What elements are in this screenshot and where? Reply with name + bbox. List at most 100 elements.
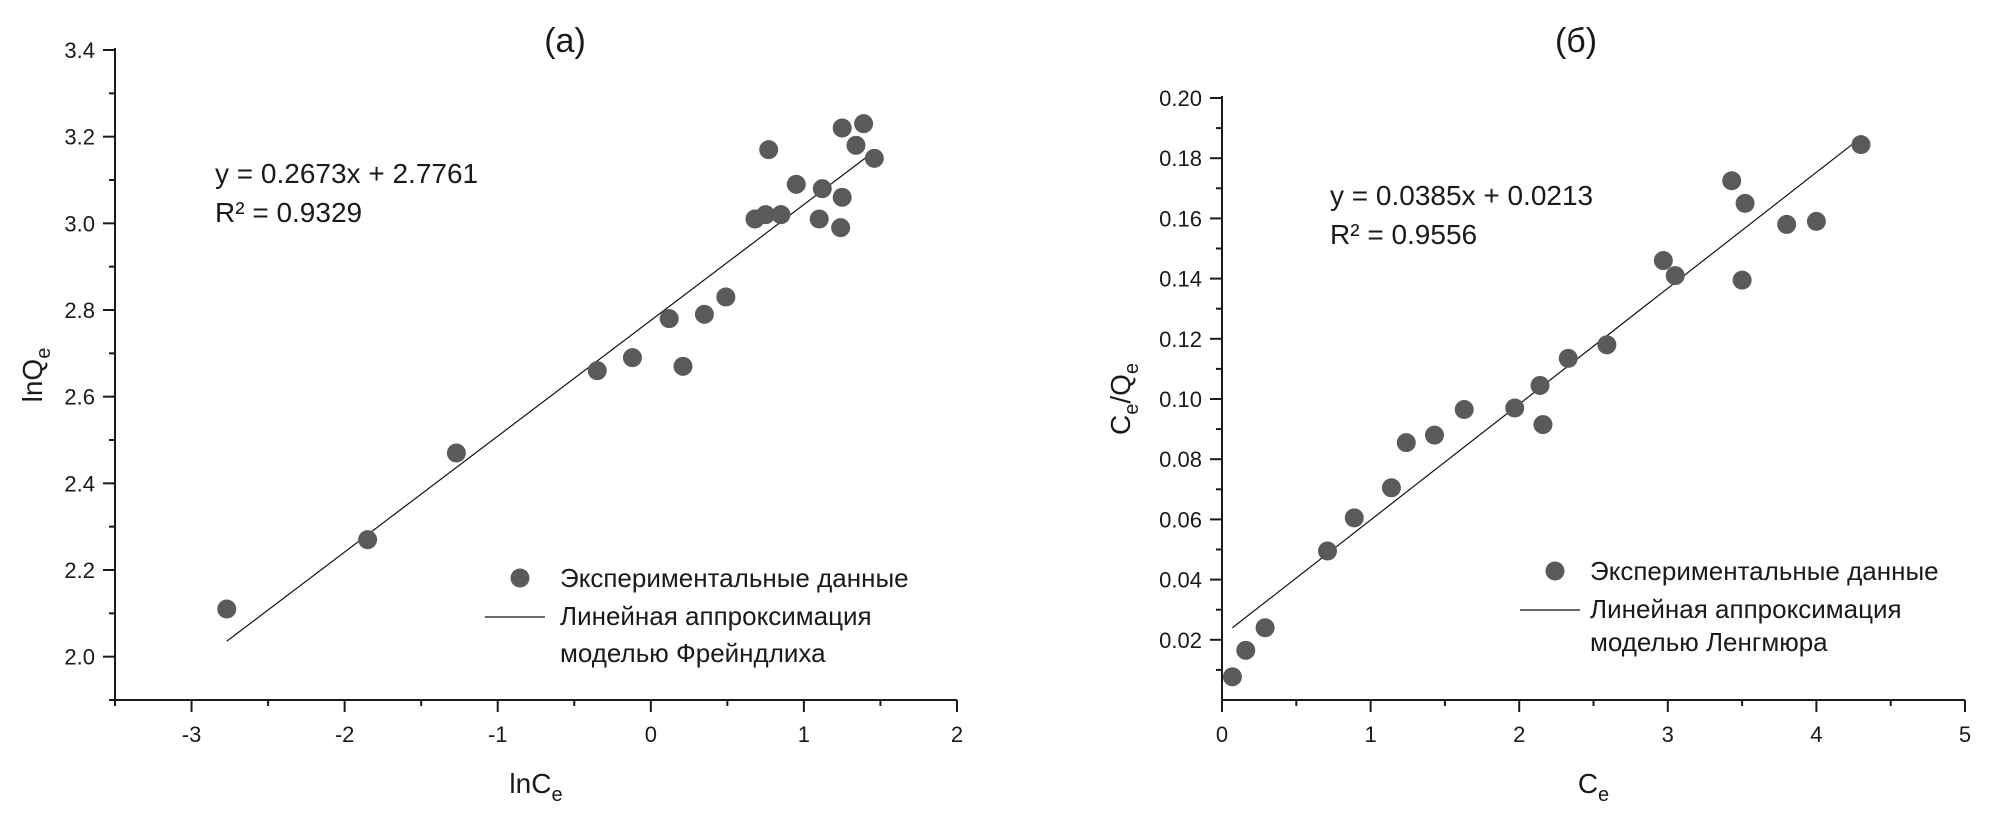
x-axis-title: lnCe (509, 768, 562, 806)
x-tick-label: 0 (1216, 722, 1228, 747)
y-tick-label: 0.06 (1159, 507, 1202, 532)
data-point (1558, 348, 1578, 368)
data-point (1396, 433, 1416, 453)
data-point (446, 443, 466, 463)
data-point (1318, 541, 1338, 561)
x-axis-title: Ce (1578, 768, 1609, 806)
x-tick-label: 3 (1662, 722, 1674, 747)
x-tick-label: 1 (1364, 722, 1376, 747)
y-tick-label: 3.0 (64, 211, 95, 236)
x-tick-label: 0 (645, 722, 657, 747)
x-axis-title-sub: e (1598, 784, 1609, 806)
data-point (854, 114, 874, 134)
data-point (832, 118, 852, 138)
y-tick-label: 0.10 (1159, 387, 1202, 412)
data-point (1722, 171, 1742, 191)
data-point (716, 287, 736, 307)
y-tick-label: 3.4 (64, 38, 95, 63)
y-tick-label: 0.20 (1159, 86, 1202, 111)
y-axis-title-main: lnQ (17, 359, 48, 403)
panel-a: -3 -2 -1 0 1 22.02.22.42.62.83.03.23.4 (a)lnCe… (17, 22, 963, 806)
x-tick-label: -2 (335, 722, 355, 747)
y-tick-label: 0.04 (1159, 568, 1202, 593)
r-squared: R² = 0.9556 (1330, 219, 1477, 250)
legend-line-label-2: моделью Фрейндлиха (560, 638, 826, 668)
legend-line-label-1: Линейная аппроксимация (1590, 594, 1902, 624)
data-point (756, 205, 776, 225)
y-tick-label: 2.6 (64, 385, 95, 410)
axes (1210, 96, 1966, 712)
y-axis-title-sub: e (1121, 404, 1143, 415)
data-point (831, 218, 851, 238)
panel-title: (a) (544, 22, 586, 60)
axes (103, 48, 958, 712)
data-point (1505, 398, 1525, 418)
data-point (809, 209, 829, 229)
data-point (1597, 335, 1617, 355)
data-point (358, 530, 378, 550)
data-point (1255, 618, 1275, 638)
data-point (786, 174, 806, 194)
data-point (1735, 193, 1755, 213)
panel-title: (б) (1555, 22, 1597, 60)
x-tick-label: 2 (951, 722, 963, 747)
y-axis-title: Ce/Qe (1105, 363, 1143, 435)
y-axis-title: lnQe (17, 348, 55, 403)
legend-points-label: Экспериментальные данные (1590, 556, 1939, 586)
data-point (217, 599, 237, 619)
data-point (622, 348, 642, 368)
data-point (1424, 425, 1444, 445)
x-axis-title-sub: e (551, 784, 562, 806)
y-tick-label: 0.08 (1159, 447, 1202, 472)
data-point (1851, 135, 1871, 155)
x-tick-label: 5 (1959, 722, 1971, 747)
legend-line-label-2: моделью Ленгмюра (1590, 627, 1828, 657)
data-point (1533, 415, 1553, 435)
x-tick-label: 4 (1810, 722, 1822, 747)
panel-b: 0 1 2 3 4 5 0.02 0.04 0.06 0.08 0.10 0.12 0.14 0.16 0.… (1105, 22, 1971, 806)
data-point (1381, 478, 1401, 498)
y-axis-title-mid: /Q (1105, 374, 1136, 404)
x-tick-label: -3 (182, 722, 202, 747)
y-axis-title-main: C (1105, 415, 1136, 435)
data-point (759, 140, 779, 160)
y-axis-title-sub: e (33, 348, 55, 359)
x-tick-label: 1 (798, 722, 810, 747)
data-point (846, 135, 866, 155)
data-point (1665, 266, 1685, 286)
data-point (587, 361, 607, 381)
regression-equation: y = 0.0385x + 0.0213 (1330, 180, 1593, 211)
y-tick-label: 2.8 (64, 298, 95, 323)
data-point (659, 309, 679, 329)
fit-line (226, 151, 874, 642)
data-point (1530, 375, 1550, 395)
data-point (771, 205, 791, 225)
y-tick-label: 0.18 (1159, 146, 1202, 171)
data-point (673, 356, 693, 376)
y-tick-label: 0.16 (1159, 206, 1202, 231)
x-tick-label: -1 (488, 722, 508, 747)
data-point (1653, 251, 1673, 271)
x-tick-label: 2 (1513, 722, 1525, 747)
data-point (1732, 270, 1752, 290)
y-tick-label: 0.02 (1159, 628, 1202, 653)
r-squared: R² = 0.9329 (215, 197, 362, 228)
data-point (1777, 214, 1797, 234)
y-tick-label: 0.12 (1159, 327, 1202, 352)
x-axis-title-main: lnC (509, 768, 551, 799)
data-point (1222, 667, 1242, 687)
y-tick-label: 0.14 (1159, 267, 1202, 292)
data-point (1344, 508, 1364, 528)
x-axis-title-main: C (1578, 768, 1598, 799)
legend-point-marker (1545, 561, 1565, 581)
data-point (864, 148, 884, 168)
y-tick-label: 3.2 (64, 125, 95, 150)
legend-point-marker (510, 568, 530, 588)
y-axis-title-sub2: e (1121, 363, 1143, 374)
legend-line-label-1: Линейная аппроксимация (560, 601, 872, 631)
y-tick-label: 2.4 (64, 471, 95, 496)
data-point (832, 187, 852, 207)
y-tick-label: 2.2 (64, 558, 95, 583)
data-point (1236, 640, 1256, 660)
